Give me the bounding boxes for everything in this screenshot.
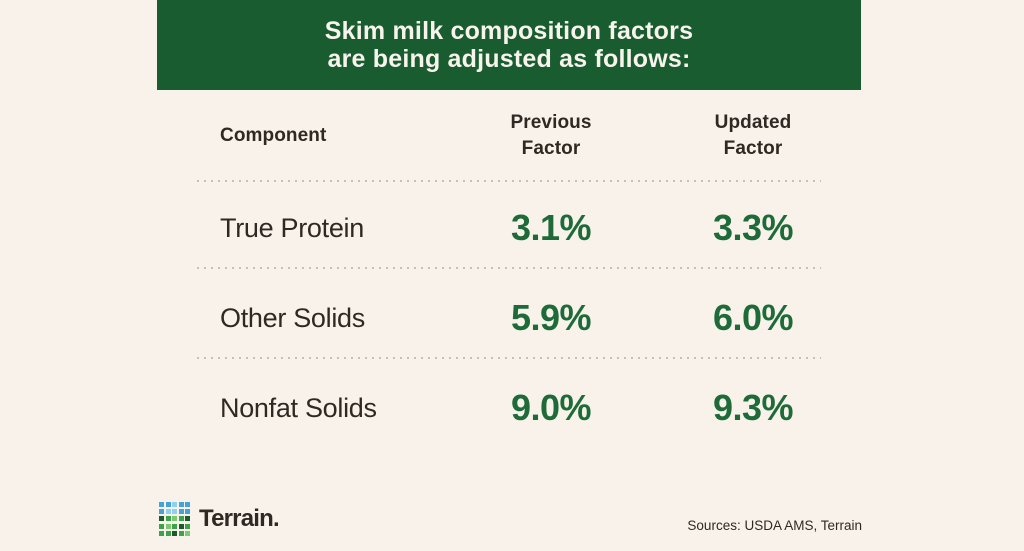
row-divider	[197, 357, 821, 359]
infographic-title: Skim milk composition factors are being …	[324, 17, 694, 73]
row-divider	[197, 267, 821, 269]
column-header-component: Component	[220, 125, 327, 146]
component-name: True Protein	[220, 212, 364, 243]
table-row: True Protein 3.1% 3.3%	[157, 196, 861, 260]
column-header-updated-factor: Updated Factor	[714, 112, 792, 159]
previous-factor-value: 9.0%	[510, 387, 592, 428]
component-name: Nonfat Solids	[220, 392, 377, 423]
previous-factor-value: 5.9%	[510, 297, 592, 338]
table-header-row: Component Previous Factor Updated Factor	[157, 108, 861, 164]
sources-note: Sources: USDA AMS, Terrain	[687, 518, 862, 533]
brand-name: Terrain.	[199, 504, 280, 532]
table-row: Nonfat Solids 9.0% 9.3%	[157, 376, 861, 440]
previous-factor-value: 3.1%	[510, 207, 592, 248]
row-divider	[197, 180, 821, 182]
component-name: Other Solids	[220, 302, 365, 333]
terrain-logo: Terrain.	[159, 502, 280, 536]
updated-factor-value: 3.3%	[712, 207, 794, 248]
updated-factor-value: 6.0%	[712, 297, 794, 338]
table-row: Other Solids 5.9% 6.0%	[157, 286, 861, 350]
column-header-previous-factor: Previous Factor	[510, 112, 592, 159]
terrain-logo-icon	[159, 502, 190, 536]
title-banner: Skim milk composition factors are being …	[157, 0, 861, 90]
updated-factor-value: 9.3%	[712, 387, 794, 428]
